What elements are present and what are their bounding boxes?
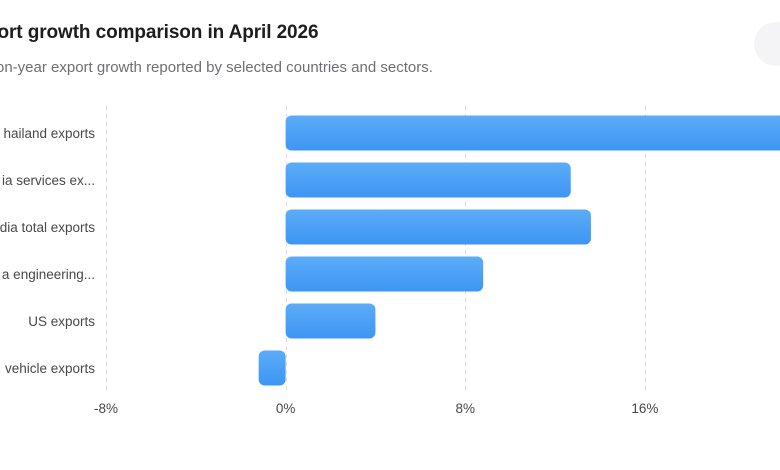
x-tick-label: 0% — [276, 401, 296, 416]
category-label: dia total exports — [0, 220, 95, 235]
x-tick-label: -8% — [94, 401, 118, 416]
bar — [285, 162, 571, 198]
grid-layer — [106, 106, 646, 394]
category-label: vehicle exports — [5, 361, 95, 376]
bar — [285, 303, 376, 339]
bar — [258, 350, 286, 386]
chart-title: port growth comparison in April 2026 — [0, 22, 319, 43]
category-label: ia services ex... — [2, 173, 95, 188]
bar — [285, 115, 780, 151]
category-label: US exports — [28, 314, 95, 329]
bar — [285, 209, 591, 245]
bar — [285, 256, 484, 292]
category-label: a engineering... — [2, 267, 95, 282]
category-label: hailand exports — [3, 126, 95, 141]
tick-label-layer: -8% 0% 8% 16% — [94, 401, 658, 416]
category-label-layer: hailand exports ia services ex... dia tota… — [0, 126, 95, 376]
x-tick-label: 8% — [455, 401, 475, 416]
bar-layer — [258, 115, 780, 386]
x-tick-label: 16% — [631, 401, 658, 416]
chart-subtitle: r-on-year export growth reported by sele… — [0, 59, 433, 76]
